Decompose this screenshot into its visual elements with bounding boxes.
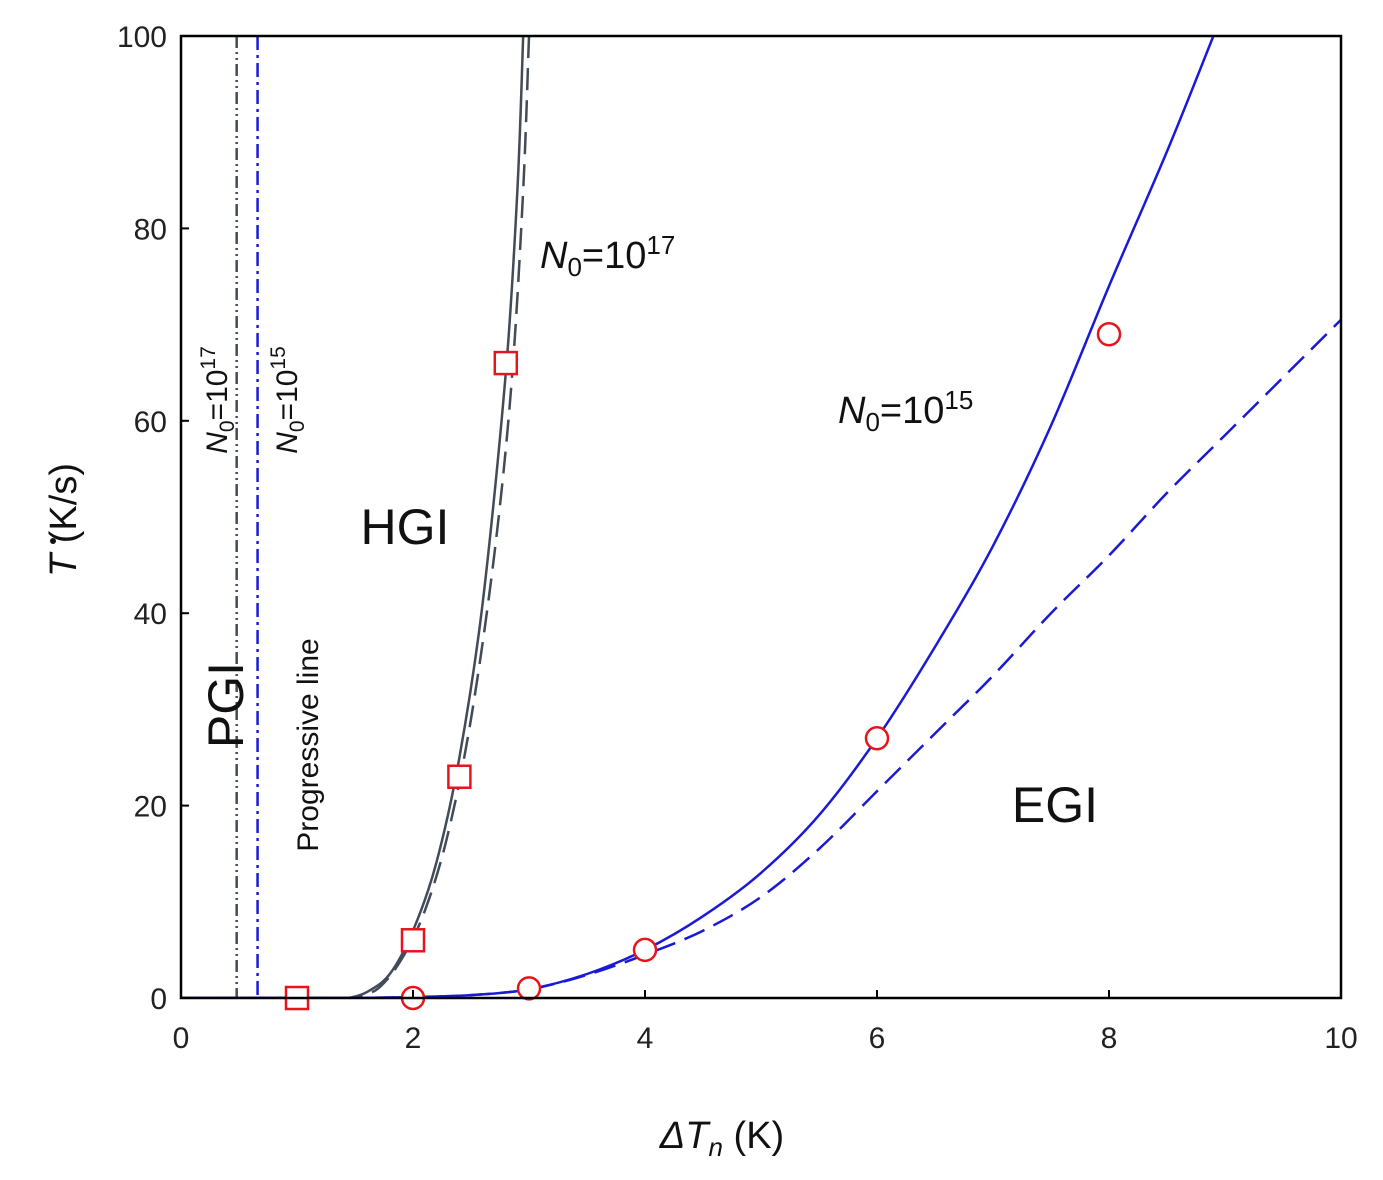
data-point-circle [516, 976, 542, 1001]
plot-frame [179, 34, 1343, 1000]
series-line-1 [181, 36, 525, 998]
data-point-circle [864, 726, 890, 751]
x-tick-label: 8 [1101, 1022, 1118, 1055]
x-axis-label: ΔTn (K) [659, 1115, 784, 1162]
y-tick-label: 40 [134, 598, 167, 631]
series-line-3 [181, 36, 1215, 998]
label-pgi: PGI [198, 662, 254, 748]
x-tick-label: 10 [1324, 1022, 1357, 1055]
label-progressive-line: Progressive line [292, 638, 325, 851]
label-n0-1e17-curve: N0=1017 [540, 230, 675, 282]
y-tick-label: 0 [150, 983, 167, 1016]
data-point-square [447, 764, 472, 789]
y-label-dot [50, 538, 56, 544]
data-point-square [493, 350, 519, 376]
y-axis-label: T (K/s) [43, 463, 85, 577]
data-point-square [400, 928, 426, 953]
data-point-circle [632, 937, 658, 963]
markers-layer [284, 321, 1122, 1011]
label-n0-1e15-curve: N0=1015 [838, 385, 973, 437]
x-tick-label: 4 [637, 1022, 654, 1055]
series-line-2 [181, 36, 531, 998]
x-tick-label: 2 [405, 1022, 422, 1055]
label-vline-1e17: N0=1017 [197, 346, 239, 454]
label-egi: EGI [1012, 777, 1098, 833]
y-tick-label: 80 [134, 213, 167, 246]
y-tick-label: 60 [134, 406, 167, 439]
label-hgi: HGI [361, 499, 450, 555]
series-line-4 [181, 318, 1341, 998]
y-tick-label: 100 [117, 21, 167, 54]
data-point-circle [1096, 321, 1122, 347]
series-layer [181, 36, 1341, 998]
y-tick-label: 20 [134, 791, 167, 824]
x-tick-label: 0 [173, 1022, 190, 1055]
label-vline-1e15: N0=1015 [267, 346, 309, 454]
x-tick-label: 6 [869, 1022, 886, 1055]
